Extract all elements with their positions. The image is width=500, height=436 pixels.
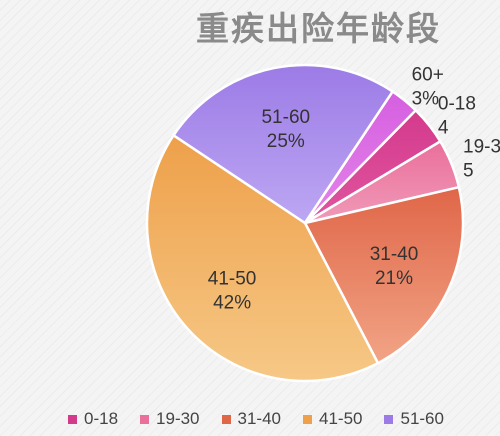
slice-category-label: 51-60 — [261, 107, 310, 128]
legend-label: 0-18 — [84, 409, 119, 428]
slice-percent-label: 3% — [412, 88, 440, 109]
legend-label: 19-30 — [156, 409, 200, 428]
chart-legend: 0-18 19-30 31-40 41-50 51-60 — [68, 406, 466, 432]
legend-item-31-40: 31-40 — [221, 409, 281, 429]
legend-swatch — [221, 414, 231, 424]
pie-slice-31-40 — [303, 185, 465, 365]
slice-percent-label: 42% — [213, 292, 251, 313]
chart-title: 重疾出险年龄段 — [196, 9, 441, 48]
slice-category-label: 60+ — [412, 64, 444, 85]
pie-slice-60+ — [303, 89, 418, 224]
legend-item-41-50: 41-50 — [303, 409, 362, 429]
legend-label: 31-40 — [237, 409, 281, 428]
legend-swatch — [68, 414, 77, 424]
slice-category-label: 0-18 — [438, 93, 476, 114]
pie-slice-41-50 — [145, 133, 380, 383]
slice-percent-label: 21% — [375, 268, 413, 289]
legend-swatch — [384, 414, 394, 424]
legend-item-51-60: 51-60 — [384, 409, 444, 429]
legend-swatch — [140, 414, 150, 424]
legend-label: 51-60 — [400, 409, 444, 428]
slice-percent-label: 25% — [267, 131, 305, 152]
legend-item-19-30: 19-30 — [140, 409, 200, 429]
slice-category-label: 41-50 — [208, 268, 257, 289]
pie-slice-51-60 — [171, 63, 395, 225]
legend-label: 41-50 — [319, 409, 363, 428]
legend-item-0-18: 0-18 — [68, 409, 118, 429]
slice-category-label: 19-30 — [463, 136, 500, 157]
legend-swatch — [303, 414, 312, 424]
slice-category-label: 31-40 — [370, 244, 419, 265]
slice-percent-label: 4 — [438, 117, 449, 138]
slice-percent-label: 5 — [463, 160, 474, 181]
